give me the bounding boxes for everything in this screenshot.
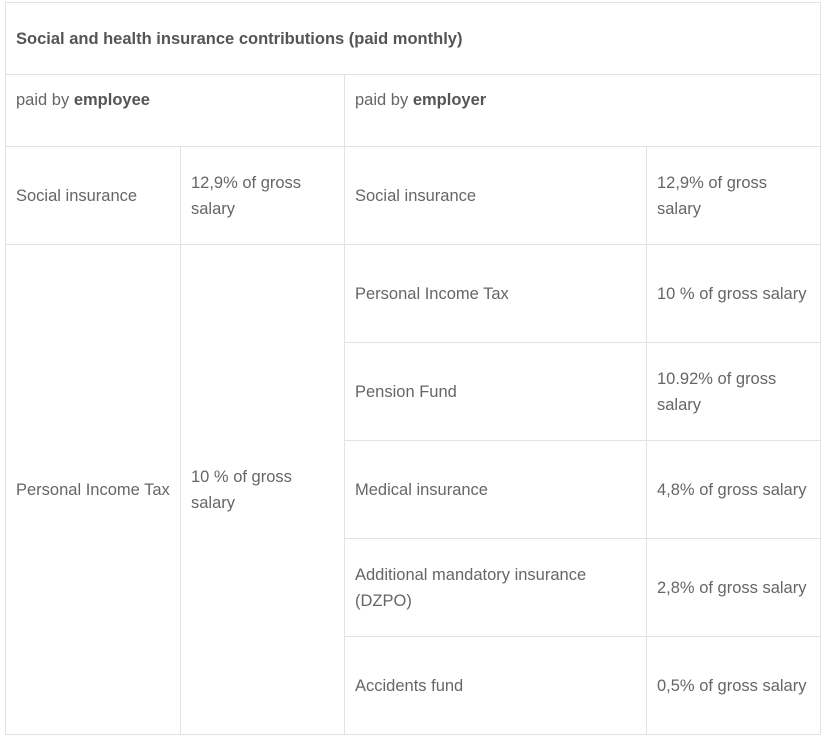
employer-header: paid by employer xyxy=(343,74,822,147)
employee-header-bold: employee xyxy=(73,91,150,109)
table-row: Pension Fund 10.92% of gross salary xyxy=(6,342,822,441)
employee-item-rate: 12,9% of gross salary xyxy=(180,146,345,245)
employee-item-name: Social insurance xyxy=(5,146,181,245)
employer-item-name: Social insurance xyxy=(344,146,647,245)
employee-header-prefix: paid by xyxy=(16,91,70,109)
table-title: Social and health insurance contribution… xyxy=(4,2,822,75)
employee-header: paid by employee xyxy=(5,74,345,147)
employer-item-name: Accidents fund xyxy=(344,636,647,735)
employer-item-rate: 4,8% of gross salary xyxy=(645,440,822,539)
employer-item-name: Pension Fund xyxy=(344,342,647,441)
employer-item-name: Personal Income Tax xyxy=(344,244,647,343)
employee-item-name: Personal Income Tax xyxy=(5,244,181,735)
employer-item-rate: 10.92% of gross salary xyxy=(645,342,822,441)
employer-item-name: Medical insurance xyxy=(344,440,647,539)
employee-item-rate: 10 % of gross salary xyxy=(180,244,345,735)
table-row: Social insurance 12,9% of gross salary S… xyxy=(5,146,822,245)
employer-header-bold: employer xyxy=(412,91,487,109)
header-row: paid by employee paid by employer xyxy=(5,74,822,147)
employer-item-rate: 12,9% of gross salary xyxy=(645,146,822,245)
employer-item-rate: 0,5% of gross salary xyxy=(645,636,822,735)
table-row: Personal Income Tax 10 % of gross salary… xyxy=(5,244,822,735)
table-row: Additional mandatory insurance (DZPO) 2,… xyxy=(6,538,822,637)
employer-item-rate: 2,8% of gross salary xyxy=(645,538,822,637)
employer-item-name: Additional mandatory insurance (DZPO) xyxy=(344,538,647,637)
table-row: Medical insurance 4,8% of gross salary xyxy=(6,440,822,539)
title-row: Social and health insurance contribution… xyxy=(4,2,822,75)
employer-item-rate: 10 % of gross salary xyxy=(645,244,822,343)
table-row: Accidents fund 0,5% of gross salary xyxy=(6,636,822,735)
employer-header-prefix: paid by xyxy=(355,91,409,109)
contributions-table: Social and health insurance contribution… xyxy=(4,2,822,735)
